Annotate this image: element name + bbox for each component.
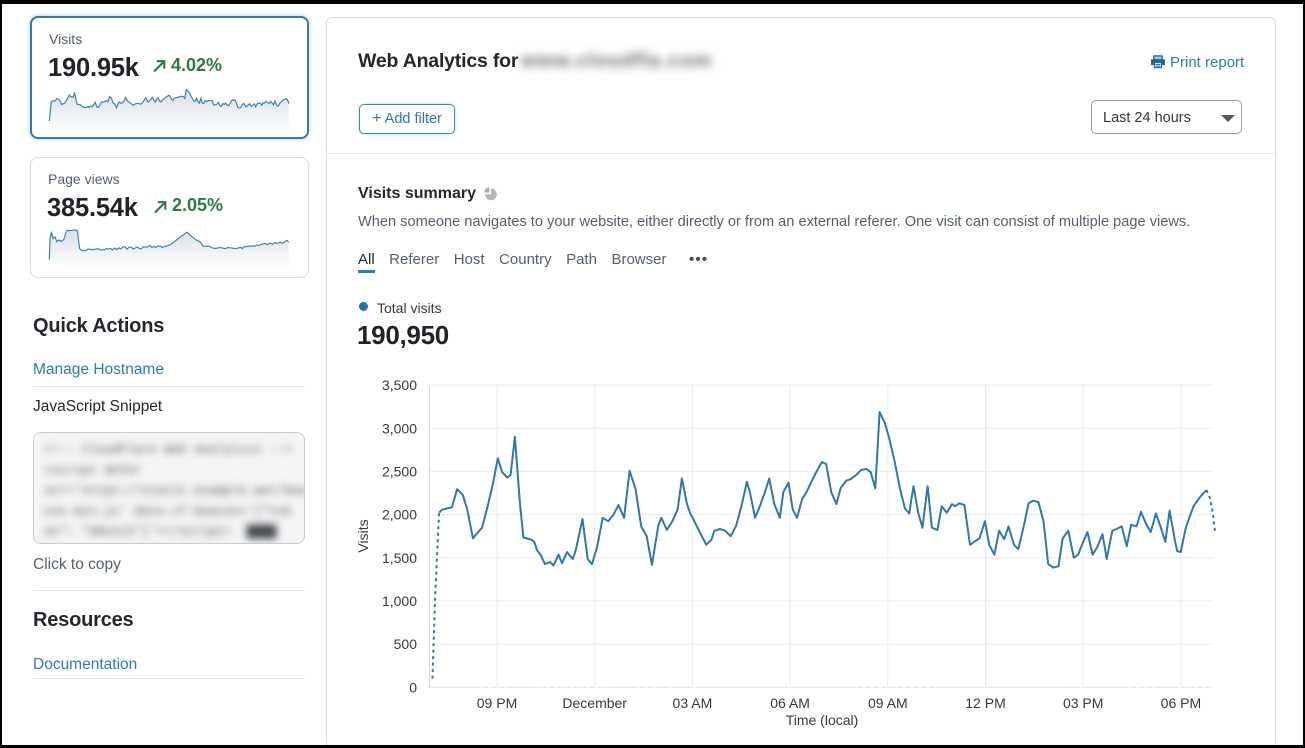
svg-text:03 PM: 03 PM xyxy=(1063,695,1103,711)
svg-text:3,000: 3,000 xyxy=(382,420,417,436)
svg-text:03 AM: 03 AM xyxy=(673,695,713,711)
svg-text:12 PM: 12 PM xyxy=(965,695,1005,711)
svg-text:3,500: 3,500 xyxy=(382,377,417,393)
svg-text:500: 500 xyxy=(394,636,418,652)
svg-text:1,000: 1,000 xyxy=(382,593,417,609)
svg-text:09 AM: 09 AM xyxy=(868,695,908,711)
svg-text:Visits: Visits xyxy=(355,519,371,552)
svg-text:0: 0 xyxy=(409,679,417,695)
svg-text:Time (local): Time (local) xyxy=(786,712,859,728)
svg-text:06 AM: 06 AM xyxy=(770,695,810,711)
svg-text:December: December xyxy=(562,695,627,711)
svg-text:09 PM: 09 PM xyxy=(477,695,517,711)
svg-text:1,500: 1,500 xyxy=(382,550,417,566)
svg-text:2,000: 2,000 xyxy=(382,507,417,523)
svg-text:06 PM: 06 PM xyxy=(1161,695,1201,711)
svg-text:2,500: 2,500 xyxy=(382,463,417,479)
